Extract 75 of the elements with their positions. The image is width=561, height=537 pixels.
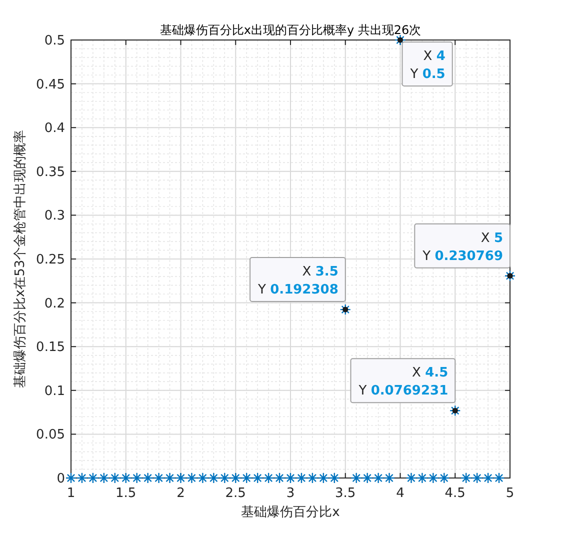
- point: [131, 472, 142, 484]
- point: [372, 472, 384, 484]
- point: [175, 472, 186, 484]
- point: [450, 405, 461, 416]
- annotation: X 5: [480, 230, 503, 246]
- annotation: X 3.5: [302, 264, 338, 280]
- point: [142, 472, 154, 484]
- point: [438, 472, 450, 484]
- point: [416, 472, 428, 484]
- point: [428, 472, 439, 484]
- y-tick-label: 0.4: [44, 121, 65, 136]
- point: [262, 472, 274, 484]
- point: [350, 472, 362, 484]
- annotation: X 4.5 Y 0.0769231: [350, 358, 458, 414]
- point: [153, 472, 164, 484]
- point: [208, 472, 220, 484]
- x-axis-title: 基础爆伤百分比x: [241, 505, 340, 520]
- y-tick-label: 0.45: [36, 77, 65, 92]
- point: [98, 472, 110, 484]
- y-tick-label: 0.3: [44, 208, 65, 224]
- annotation: X 3.5 Y 0.192308: [250, 257, 348, 312]
- point: [65, 472, 77, 484]
- point: [219, 472, 230, 484]
- y-tick-label: 0.1: [44, 384, 65, 399]
- point: [164, 472, 176, 484]
- annotation: X 4.5: [412, 366, 448, 381]
- point: [482, 472, 494, 484]
- y-axis-title: 基础爆伤百分比x在53个金枪管中出现的概率: [12, 130, 28, 388]
- point: [362, 472, 373, 484]
- x-tick-label: 2: [176, 486, 185, 501]
- y-tick-label: 0.25: [36, 252, 65, 268]
- point: [504, 270, 516, 282]
- point: [76, 472, 88, 484]
- x-tick-label: 2.5: [225, 486, 246, 501]
- x-tick-label: 5: [506, 486, 514, 501]
- x-tick-label: 1: [66, 486, 76, 501]
- point: [284, 472, 296, 484]
- annotation: Y 0.230769: [422, 248, 503, 264]
- point: [340, 304, 351, 316]
- point: [120, 472, 132, 484]
- point: [460, 472, 472, 484]
- annotation: Y 0.5: [409, 67, 446, 82]
- x-tick-label: 3.5: [335, 486, 356, 501]
- point: [384, 472, 395, 484]
- point: [306, 472, 318, 484]
- y-tick-label: 0.2: [44, 296, 65, 312]
- y-tick-label: 0.05: [36, 428, 65, 443]
- point: [109, 472, 120, 484]
- y-tick-label: 0.15: [36, 340, 65, 356]
- y-tick-label: 0.35: [36, 164, 65, 180]
- point: [252, 472, 264, 484]
- point: [186, 472, 198, 484]
- annotation: Y 0.0769231: [358, 384, 448, 399]
- x-tick-label: 4: [396, 486, 404, 501]
- point: [230, 472, 242, 484]
- annotation: X 4 Y 0.5: [397, 37, 453, 86]
- point: [241, 472, 252, 484]
- y-tick-label: 0.5: [44, 34, 65, 48]
- x-tick-label: 1.5: [116, 486, 136, 501]
- point: [493, 472, 505, 484]
- y-tick-label: 0: [56, 472, 65, 486]
- x-tick-label: 4.5: [444, 486, 466, 501]
- point: [471, 472, 483, 484]
- point: [274, 472, 286, 484]
- chart-title: 基础爆伤百分比x出现的百分比概率y 共出现26次: [160, 23, 422, 37]
- point: [318, 472, 330, 484]
- x-tick-label: 3: [286, 486, 295, 501]
- point: [197, 472, 208, 484]
- point: [406, 472, 417, 484]
- point: [328, 472, 340, 484]
- annotation: X 4: [423, 49, 446, 64]
- point: [87, 472, 99, 484]
- annotation: X 5 Y 0.230769: [414, 223, 513, 279]
- annotation: Y 0.192308: [257, 282, 338, 298]
- point: [296, 472, 308, 484]
